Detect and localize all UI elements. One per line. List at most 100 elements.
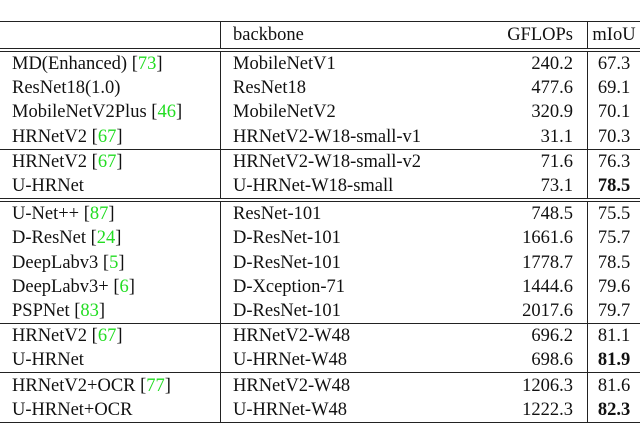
method-name: U-Net++ xyxy=(12,204,80,225)
results-table: backbone GFLOPs mIoU MD(Enhanced) [73] Mo… xyxy=(0,21,640,423)
table-row: MD(Enhanced) [73] MobileNetV1 240.2 67.3 xyxy=(0,47,640,77)
method-name: HRNetV2 xyxy=(12,151,88,172)
method-name: MD(Enhanced) xyxy=(12,54,128,75)
miou-cell: 69.1 xyxy=(597,78,631,99)
miou-cell: 75.7 xyxy=(597,228,631,249)
gflops-cell: 698.6 xyxy=(451,348,588,373)
backbone-cell: HRNetV2-W18-small-v1 xyxy=(233,126,422,147)
citation-link[interactable]: 73 xyxy=(137,54,157,75)
table-row: U-HRNet U-HRNet-W18-small 73.1 78.5 xyxy=(0,173,640,201)
table-row: U-HRNet+OCR U-HRNet-W48 1222.3 82.3 xyxy=(0,397,640,423)
gflops-cell: 696.2 xyxy=(451,323,588,349)
gflops-cell: 31.1 xyxy=(451,124,588,150)
miou-best: 78.5 xyxy=(597,176,631,197)
backbone-cell: HRNetV2-W48 xyxy=(220,372,451,398)
backbone-cell: ResNet18 xyxy=(233,78,306,99)
table-row: D-ResNet [24] D-ResNet-101 1661.6 75.7 xyxy=(0,226,640,251)
gflops-cell: 1661.6 xyxy=(451,226,588,251)
miou-best: 82.3 xyxy=(597,399,631,420)
gflops-cell: 1222.3 xyxy=(451,397,588,423)
method-name: HRNetV2+OCR xyxy=(12,375,136,396)
gflops-cell: 2017.6 xyxy=(451,298,588,324)
method-name: HRNetV2 xyxy=(12,326,88,347)
method-name: D-ResNet xyxy=(12,228,86,249)
table-row: HRNetV2 [67] HRNetV2-W48 696.2 81.1 xyxy=(0,323,640,349)
header-gflops: GFLOPs xyxy=(451,21,588,50)
table-row: HRNetV2 [67] HRNetV2-W18-small-v1 31.1 70.3 xyxy=(0,124,640,150)
table-row: PSPNet [83] D-ResNet-101 2017.6 79.7 xyxy=(0,298,640,324)
miou-cell: 70.3 xyxy=(597,126,631,147)
citation-link[interactable]: 87 xyxy=(89,204,109,225)
method-name: PSPNet xyxy=(12,300,70,321)
backbone-cell: U-HRNet-W48 xyxy=(220,397,451,423)
method-cell: PSPNet [83] xyxy=(0,298,221,324)
method-cell: ResNet18(1.0) xyxy=(0,76,221,101)
backbone-cell: HRNetV2-W18-small-v2 xyxy=(220,148,451,174)
miou-cell: 81.1 xyxy=(587,323,640,349)
method-name: HRNetV2 xyxy=(12,126,88,147)
gflops-cell: 477.6 xyxy=(451,76,588,101)
gflops-cell: 1206.3 xyxy=(451,372,588,398)
backbone-cell: U-HRNet-W18-small xyxy=(233,176,394,197)
backbone-cell: D-Xception-71 xyxy=(233,276,345,297)
table-row: MobileNetV2Plus [46] MobileNetV2 320.9 70.1 xyxy=(0,100,640,125)
method-cell: HRNetV2+OCR [77] xyxy=(0,372,221,398)
header-row: backbone GFLOPs mIoU xyxy=(0,21,640,50)
table-row: ResNet18(1.0) ResNet18 477.6 69.1 xyxy=(0,76,640,101)
miou-cell: 81.9 xyxy=(588,348,640,373)
backbone-cell: D-ResNet-101 xyxy=(233,252,341,273)
citation-link[interactable]: 83 xyxy=(80,300,99,321)
backbone-cell: D-ResNet-101 xyxy=(233,300,341,321)
miou-cell: 70.1 xyxy=(597,102,631,123)
citation-link[interactable]: 67 xyxy=(97,326,117,347)
method-cell: HRNetV2 [67] xyxy=(0,124,221,150)
backbone-cell: D-ResNet-101 xyxy=(233,228,341,249)
miou-cell: 79.6 xyxy=(597,276,631,297)
miou-best: 81.9 xyxy=(597,350,631,371)
method-name: ResNet18(1.0) xyxy=(12,78,121,99)
method-cell: U-HRNet xyxy=(0,173,221,201)
method-name: MobileNetV2Plus xyxy=(12,102,147,123)
method-name: DeepLabv3+ xyxy=(12,276,109,297)
method-cell: HRNetV2 [67] xyxy=(0,323,221,349)
method-cell: U-HRNet xyxy=(0,348,221,373)
method-cell: U-Net++ [87] xyxy=(0,198,221,227)
miou-cell: 79.7 xyxy=(597,300,631,321)
table-row: HRNetV2+OCR [77] HRNetV2-W48 1206.3 81.6 xyxy=(0,372,640,398)
miou-cell: 78.5 xyxy=(588,174,640,200)
table-row: HRNetV2 [67] HRNetV2-W18-small-v2 71.6 76.3 xyxy=(0,148,640,174)
miou-cell: 76.3 xyxy=(587,148,640,174)
header-method xyxy=(0,21,221,50)
backbone-cell: HRNetV2-W48 xyxy=(220,323,451,349)
method-name: U-HRNet xyxy=(12,176,84,197)
method-name: U-HRNet xyxy=(12,350,84,371)
backbone-cell: U-HRNet-W48 xyxy=(233,350,348,371)
citation-link[interactable]: 46 xyxy=(157,102,176,123)
gflops-cell: 320.9 xyxy=(451,100,588,125)
method-cell: MD(Enhanced) [73] xyxy=(0,47,221,77)
table-row: DeepLabv3 [5] D-ResNet-101 1778.7 78.5 xyxy=(0,250,640,275)
citation-link[interactable]: 6 xyxy=(119,276,129,297)
method-cell: U-HRNet+OCR xyxy=(0,397,221,423)
header-backbone: backbone xyxy=(220,21,451,50)
method-cell: DeepLabv3 [5] xyxy=(0,250,221,275)
backbone-cell: ResNet-101 xyxy=(220,198,451,227)
citation-link[interactable]: 77 xyxy=(146,375,165,396)
citation-link[interactable]: 67 xyxy=(97,126,117,147)
miou-cell: 75.5 xyxy=(587,198,640,227)
method-cell: MobileNetV2Plus [46] xyxy=(0,100,221,125)
miou-cell: 78.5 xyxy=(597,252,631,273)
backbone-cell: MobileNetV1 xyxy=(220,47,451,77)
table-row: U-HRNet U-HRNet-W48 698.6 81.9 xyxy=(0,348,640,373)
citation-link[interactable]: 5 xyxy=(109,252,119,273)
table-row: U-Net++ [87] ResNet-101 748.5 75.5 xyxy=(0,198,640,227)
method-name: U-HRNet+OCR xyxy=(12,399,133,420)
citation-link[interactable]: 24 xyxy=(96,228,116,249)
citation-link[interactable]: 67 xyxy=(97,151,117,172)
miou-cell: 67.3 xyxy=(587,47,640,77)
method-cell: D-ResNet [24] xyxy=(0,226,221,251)
gflops-cell: 1444.6 xyxy=(451,274,588,299)
method-cell: DeepLabv3+ [6] xyxy=(0,274,221,299)
table-row: DeepLabv3+ [6] D-Xception-71 1444.6 79.6 xyxy=(0,274,640,299)
gflops-cell: 71.6 xyxy=(451,148,588,174)
